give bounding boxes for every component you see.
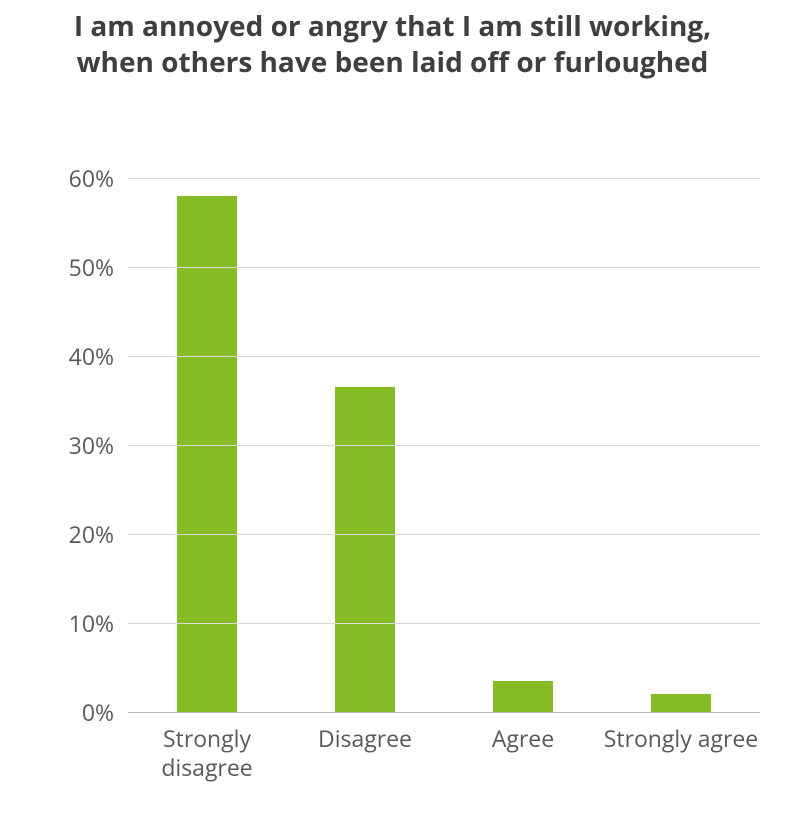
y-tick-label: 40% (69, 340, 128, 372)
bar (335, 387, 395, 712)
bar (493, 681, 553, 712)
y-tick-label: 10% (69, 607, 128, 639)
gridline (128, 534, 760, 535)
y-tick-label: 60% (69, 162, 128, 194)
chart-container: I am annoyed or angry that I am still wo… (0, 0, 785, 824)
x-tick-label: Strongly agree (602, 712, 760, 753)
chart-title: I am annoyed or angry that I am still wo… (0, 8, 785, 81)
y-tick-label: 0% (82, 696, 128, 728)
y-tick-label: 30% (69, 429, 128, 461)
x-tick-label: Agree (444, 712, 602, 753)
plot-area: 0%10%20%30%40%50%60%Strongly disagreeDis… (128, 178, 760, 712)
y-tick-label: 20% (69, 518, 128, 550)
gridline (128, 445, 760, 446)
gridline (128, 623, 760, 624)
gridline (128, 178, 760, 179)
x-tick-label: Strongly disagree (128, 712, 286, 782)
bar (651, 694, 711, 712)
gridline (128, 356, 760, 357)
gridline (128, 267, 760, 268)
bar (177, 196, 237, 712)
x-tick-label: Disagree (286, 712, 444, 753)
y-tick-label: 50% (69, 251, 128, 283)
